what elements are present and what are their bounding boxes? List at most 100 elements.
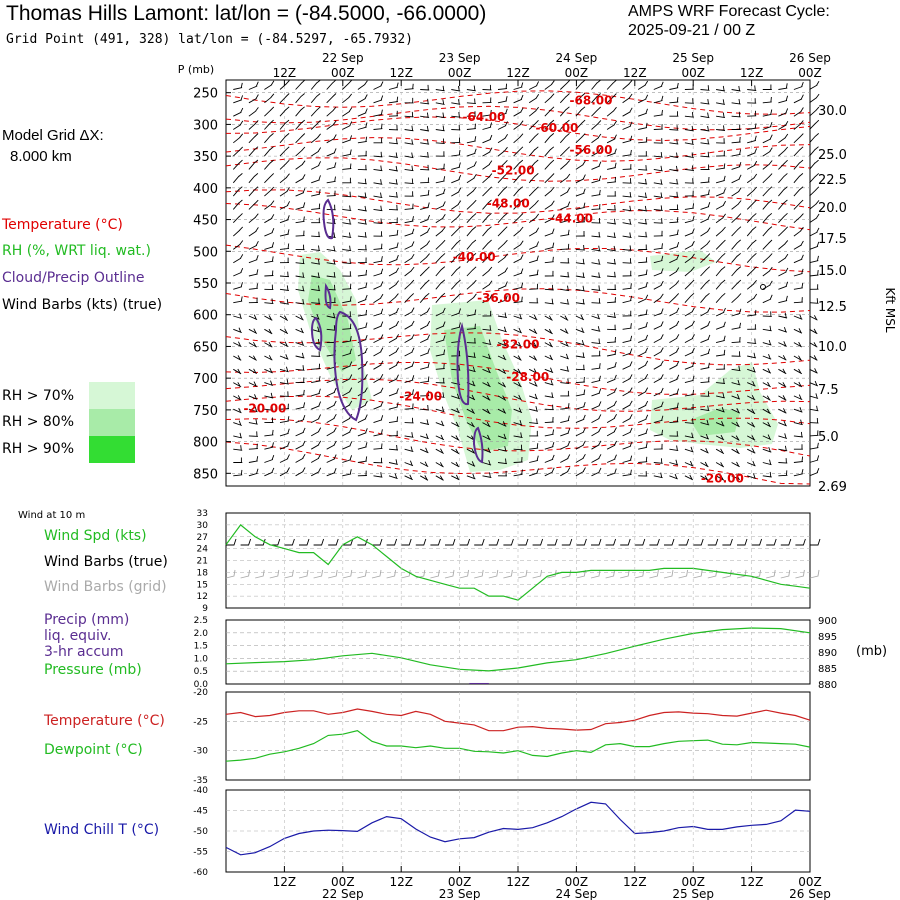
precip-liq-label: liq. equiv. <box>44 628 112 644</box>
wind-barb <box>715 226 726 237</box>
wind-barb <box>466 111 476 117</box>
wind-barb <box>731 226 742 237</box>
wind-barb <box>295 389 305 397</box>
wind-barb <box>575 440 586 450</box>
wind-barb <box>388 334 399 343</box>
pressure-tick-label: 750 <box>193 404 218 419</box>
wind-barb <box>435 125 445 132</box>
wind-barb <box>778 408 787 414</box>
wind-barb <box>575 188 586 197</box>
wind-barb <box>326 148 337 157</box>
pressure-tick-label-right: 880 <box>818 680 837 691</box>
wind-barb <box>716 150 726 157</box>
wind-barb <box>684 98 694 104</box>
wind-barb <box>513 296 523 304</box>
wind-barb <box>248 269 259 277</box>
wind-barb <box>793 394 803 401</box>
wind-barb <box>638 471 648 477</box>
wind-barb <box>622 164 632 170</box>
wind-barb <box>388 473 398 480</box>
precip-bar <box>469 682 489 684</box>
isotherm-label: -24.00 <box>399 390 442 404</box>
wind-barb <box>279 243 290 250</box>
wind-barb <box>778 226 789 237</box>
wind-barb <box>793 381 803 388</box>
wind-barb <box>435 138 445 145</box>
wind-barb <box>575 376 585 384</box>
wind-barb <box>793 81 804 90</box>
wind-barb <box>482 84 492 91</box>
wind-barb <box>264 405 274 411</box>
wind-barb <box>233 368 242 375</box>
grid-point-label: Grid Point (491, 328) lat/lon = (-84.529… <box>6 32 413 47</box>
wind-barb <box>575 327 585 334</box>
wind-barb <box>342 271 352 277</box>
wind-tick-label: 21 <box>197 557 208 567</box>
wind-barb <box>388 416 399 424</box>
wind-barb <box>435 213 446 224</box>
wind-barb <box>746 186 757 197</box>
wind-barb-grid <box>605 569 616 579</box>
wind-barb <box>326 93 337 104</box>
isotherm-line <box>225 378 811 412</box>
wind-barb <box>482 381 491 388</box>
wind-barb <box>700 227 711 237</box>
time-tick-top: 00Z <box>331 66 355 80</box>
wind-barb <box>762 226 773 237</box>
wind-barb <box>607 312 616 318</box>
wind-barb <box>357 269 368 277</box>
wind-barb <box>482 447 491 454</box>
wind-barb <box>466 226 477 237</box>
wind-barb <box>388 267 399 277</box>
wind-barb <box>466 173 477 184</box>
wind-barb <box>591 454 602 463</box>
wind-barb <box>622 283 632 290</box>
wind-barb <box>529 430 539 437</box>
wind-barb <box>342 232 352 239</box>
wind-barb <box>544 441 555 450</box>
wind-barb <box>388 96 399 104</box>
wind-barb <box>762 339 772 346</box>
wind-barb-true <box>780 538 792 546</box>
wind-barb <box>653 472 663 479</box>
wind-barb <box>607 204 617 211</box>
wind-barb <box>809 186 820 197</box>
wind-barb <box>560 243 570 250</box>
wind-barb <box>373 243 383 250</box>
wind-barb <box>404 203 414 210</box>
wind-barb <box>560 353 569 360</box>
wind-barb <box>513 173 523 184</box>
wind-barb <box>482 134 493 144</box>
wind-barb <box>746 173 758 184</box>
wind-barb <box>669 254 680 264</box>
wind-barb <box>435 292 446 303</box>
wind-barb <box>591 272 601 278</box>
wind-barb <box>544 298 554 305</box>
wind-barb <box>684 139 694 145</box>
isotherm-label: -28.00 <box>506 370 549 384</box>
legend-rh90-label: RH > 90% <box>2 441 75 457</box>
wind-barb <box>793 199 804 210</box>
wind-tick-label: 33 <box>197 509 208 519</box>
wind-barb <box>248 406 258 413</box>
wind-barb <box>669 204 679 210</box>
wind-barb <box>747 123 757 130</box>
wind-barb <box>248 468 259 477</box>
wind-barb <box>404 460 414 467</box>
wind-barb <box>482 459 492 466</box>
wind-barb <box>326 312 336 319</box>
wind-barb <box>420 362 430 370</box>
wind-barb <box>778 95 789 104</box>
wind-barb-true <box>284 538 295 546</box>
wind-barb <box>607 336 617 344</box>
wind-barb <box>497 395 507 401</box>
precip-accum-label: 3-hr accum <box>44 644 124 660</box>
wind-barb <box>560 403 570 410</box>
wind-barb <box>622 93 633 104</box>
wind-barb-true <box>474 538 485 546</box>
wind-barb <box>232 173 243 184</box>
wind-barb <box>591 375 601 384</box>
wind-barb <box>575 401 586 410</box>
wind-barb <box>435 377 445 384</box>
wind-barb <box>466 309 477 317</box>
